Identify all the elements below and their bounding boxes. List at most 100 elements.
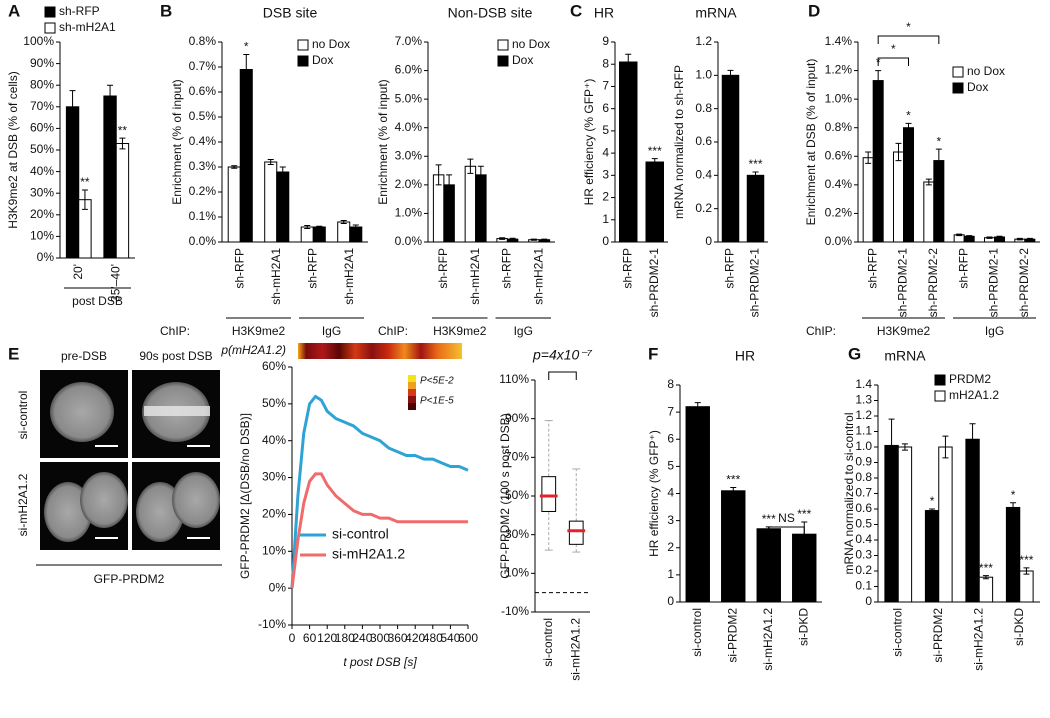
- y-tick-label: 0.9: [855, 455, 872, 469]
- y-tick-label: 50%: [30, 142, 54, 156]
- y-tick-label: 1.3: [855, 393, 872, 407]
- legend-label: mH2A1.2: [949, 388, 999, 402]
- x-tick-label: 0: [289, 631, 296, 645]
- y-tick-label: 7.0%: [395, 34, 423, 48]
- y-tick-label: 0.7%: [189, 59, 217, 73]
- bar: [978, 576, 994, 603]
- x-tick-label: sh-RFP: [620, 248, 634, 289]
- error-bar: [1016, 237, 1023, 241]
- error-bar: [651, 158, 658, 166]
- error-bar: [727, 69, 734, 81]
- damage-stripe: [144, 406, 210, 416]
- chart-title: DSB site: [263, 5, 318, 21]
- group-prefix: ChIP:: [378, 324, 408, 338]
- bracket: [768, 526, 805, 535]
- bar: [924, 510, 940, 603]
- bar: [1005, 506, 1021, 603]
- x-tick-label: sh-RFP: [723, 248, 737, 289]
- y-tick-label: 0.3%: [189, 159, 217, 173]
- y-tick-label: 1.4%: [825, 34, 853, 48]
- chart-title: mRNA: [884, 348, 926, 364]
- error-bar: [477, 165, 484, 184]
- error-bar: [352, 224, 359, 230]
- y-tick-label: 0.0%: [825, 234, 853, 248]
- y-axis-label: H3K9me2 at DSB (% of cells): [6, 71, 20, 228]
- chart-title: HR: [594, 5, 614, 21]
- error-bar: [901, 443, 908, 451]
- y-tick-label: 10%: [505, 566, 529, 580]
- significance-label: ***: [748, 157, 762, 171]
- y-axis-label: GFP-PRDM2 (100 s post DSB): [498, 413, 512, 578]
- group-label: post DSB: [72, 294, 123, 308]
- y-tick-label: 0.4%: [189, 134, 217, 148]
- x-tick-label: sh-RFP: [956, 248, 970, 289]
- y-tick-label: 1.0%: [825, 91, 853, 105]
- x-tick-label: si-DKD: [1012, 608, 1026, 646]
- y-tick-label: 0.8: [855, 470, 872, 484]
- panel-label: F: [648, 344, 658, 363]
- error-bar: [446, 174, 453, 196]
- y-axis-label: mRNA normalized to sh-RFP: [672, 65, 686, 219]
- y-tick-label: 0.5%: [189, 109, 217, 123]
- y-tick-label: 50%: [262, 396, 286, 410]
- image-column-label: pre-DSB: [61, 349, 107, 363]
- y-tick-label: 0: [865, 594, 872, 608]
- y-tick-label: 1: [667, 567, 674, 581]
- error-bar: [966, 235, 973, 238]
- bar: [903, 127, 915, 243]
- y-tick-label: 0.0%: [189, 234, 217, 248]
- image-column-label: 90s post DSB: [139, 349, 212, 363]
- bar: [103, 95, 117, 259]
- heat-label: p(mH2A1.2): [220, 343, 286, 357]
- error-bar: [969, 423, 976, 456]
- y-tick-label: 6: [667, 431, 674, 445]
- y-tick-label: 30%: [30, 185, 54, 199]
- nucleus: [80, 472, 128, 528]
- bar: [756, 528, 781, 603]
- y-tick-label: 0.7: [855, 486, 872, 500]
- error-bar: [81, 189, 88, 210]
- error-bar: [752, 171, 759, 180]
- bar: [933, 160, 945, 243]
- y-tick-label: 3.0%: [395, 148, 423, 162]
- y-tick-label: 40%: [30, 164, 54, 178]
- box: [541, 476, 557, 512]
- error-bar: [435, 164, 442, 186]
- y-tick-label: 1.4: [855, 377, 872, 391]
- x-tick-label: 60: [303, 631, 317, 645]
- y-tick-label: 3: [667, 513, 674, 527]
- x-tick-label: si-PRDM2: [725, 608, 739, 663]
- significance-label: ***: [979, 561, 993, 575]
- x-tick-label: 35'–40': [108, 264, 122, 302]
- panel-label: A: [8, 1, 20, 20]
- y-tick-label: 0.8%: [825, 120, 853, 134]
- error-bar: [1010, 502, 1017, 513]
- error-bar: [905, 122, 912, 133]
- x-tick-label: sh-PRDM2-1: [647, 248, 661, 318]
- x-tick-label: si-PRDM2: [931, 608, 945, 663]
- y-tick-label: 10%: [30, 229, 54, 243]
- significance-label: ***: [648, 144, 662, 158]
- y-tick-label: 0.3: [855, 548, 872, 562]
- y-tick-label: 60%: [30, 121, 54, 135]
- y-tick-label: 0.6%: [189, 84, 217, 98]
- legend-swatch: [297, 55, 309, 67]
- error-bar: [267, 159, 274, 165]
- y-tick-label: 1.1: [855, 424, 872, 438]
- x-tick-label: sh-RFP: [232, 248, 246, 289]
- y-tick-label: 1: [602, 212, 609, 226]
- chart-title: HR: [735, 348, 755, 364]
- error-bar: [925, 178, 932, 186]
- y-axis-label: mRNA normalized to si-control: [842, 412, 856, 574]
- y-tick-label: -10%: [258, 617, 286, 631]
- error-bar: [996, 235, 1003, 239]
- significance-label: *: [937, 134, 942, 148]
- y-tick-label: 0.6: [855, 501, 872, 515]
- y-tick-label: 5: [667, 459, 674, 473]
- chart-title: Non-DSB site: [448, 5, 533, 21]
- y-tick-label: 0: [667, 594, 674, 608]
- y-tick-label: 70%: [505, 450, 529, 464]
- y-tick-label: 0.5: [855, 517, 872, 531]
- significance-label: *: [1011, 488, 1016, 502]
- y-axis-label: GFP-PRDM2 [Δ(DSB/no DSB)]: [238, 413, 252, 579]
